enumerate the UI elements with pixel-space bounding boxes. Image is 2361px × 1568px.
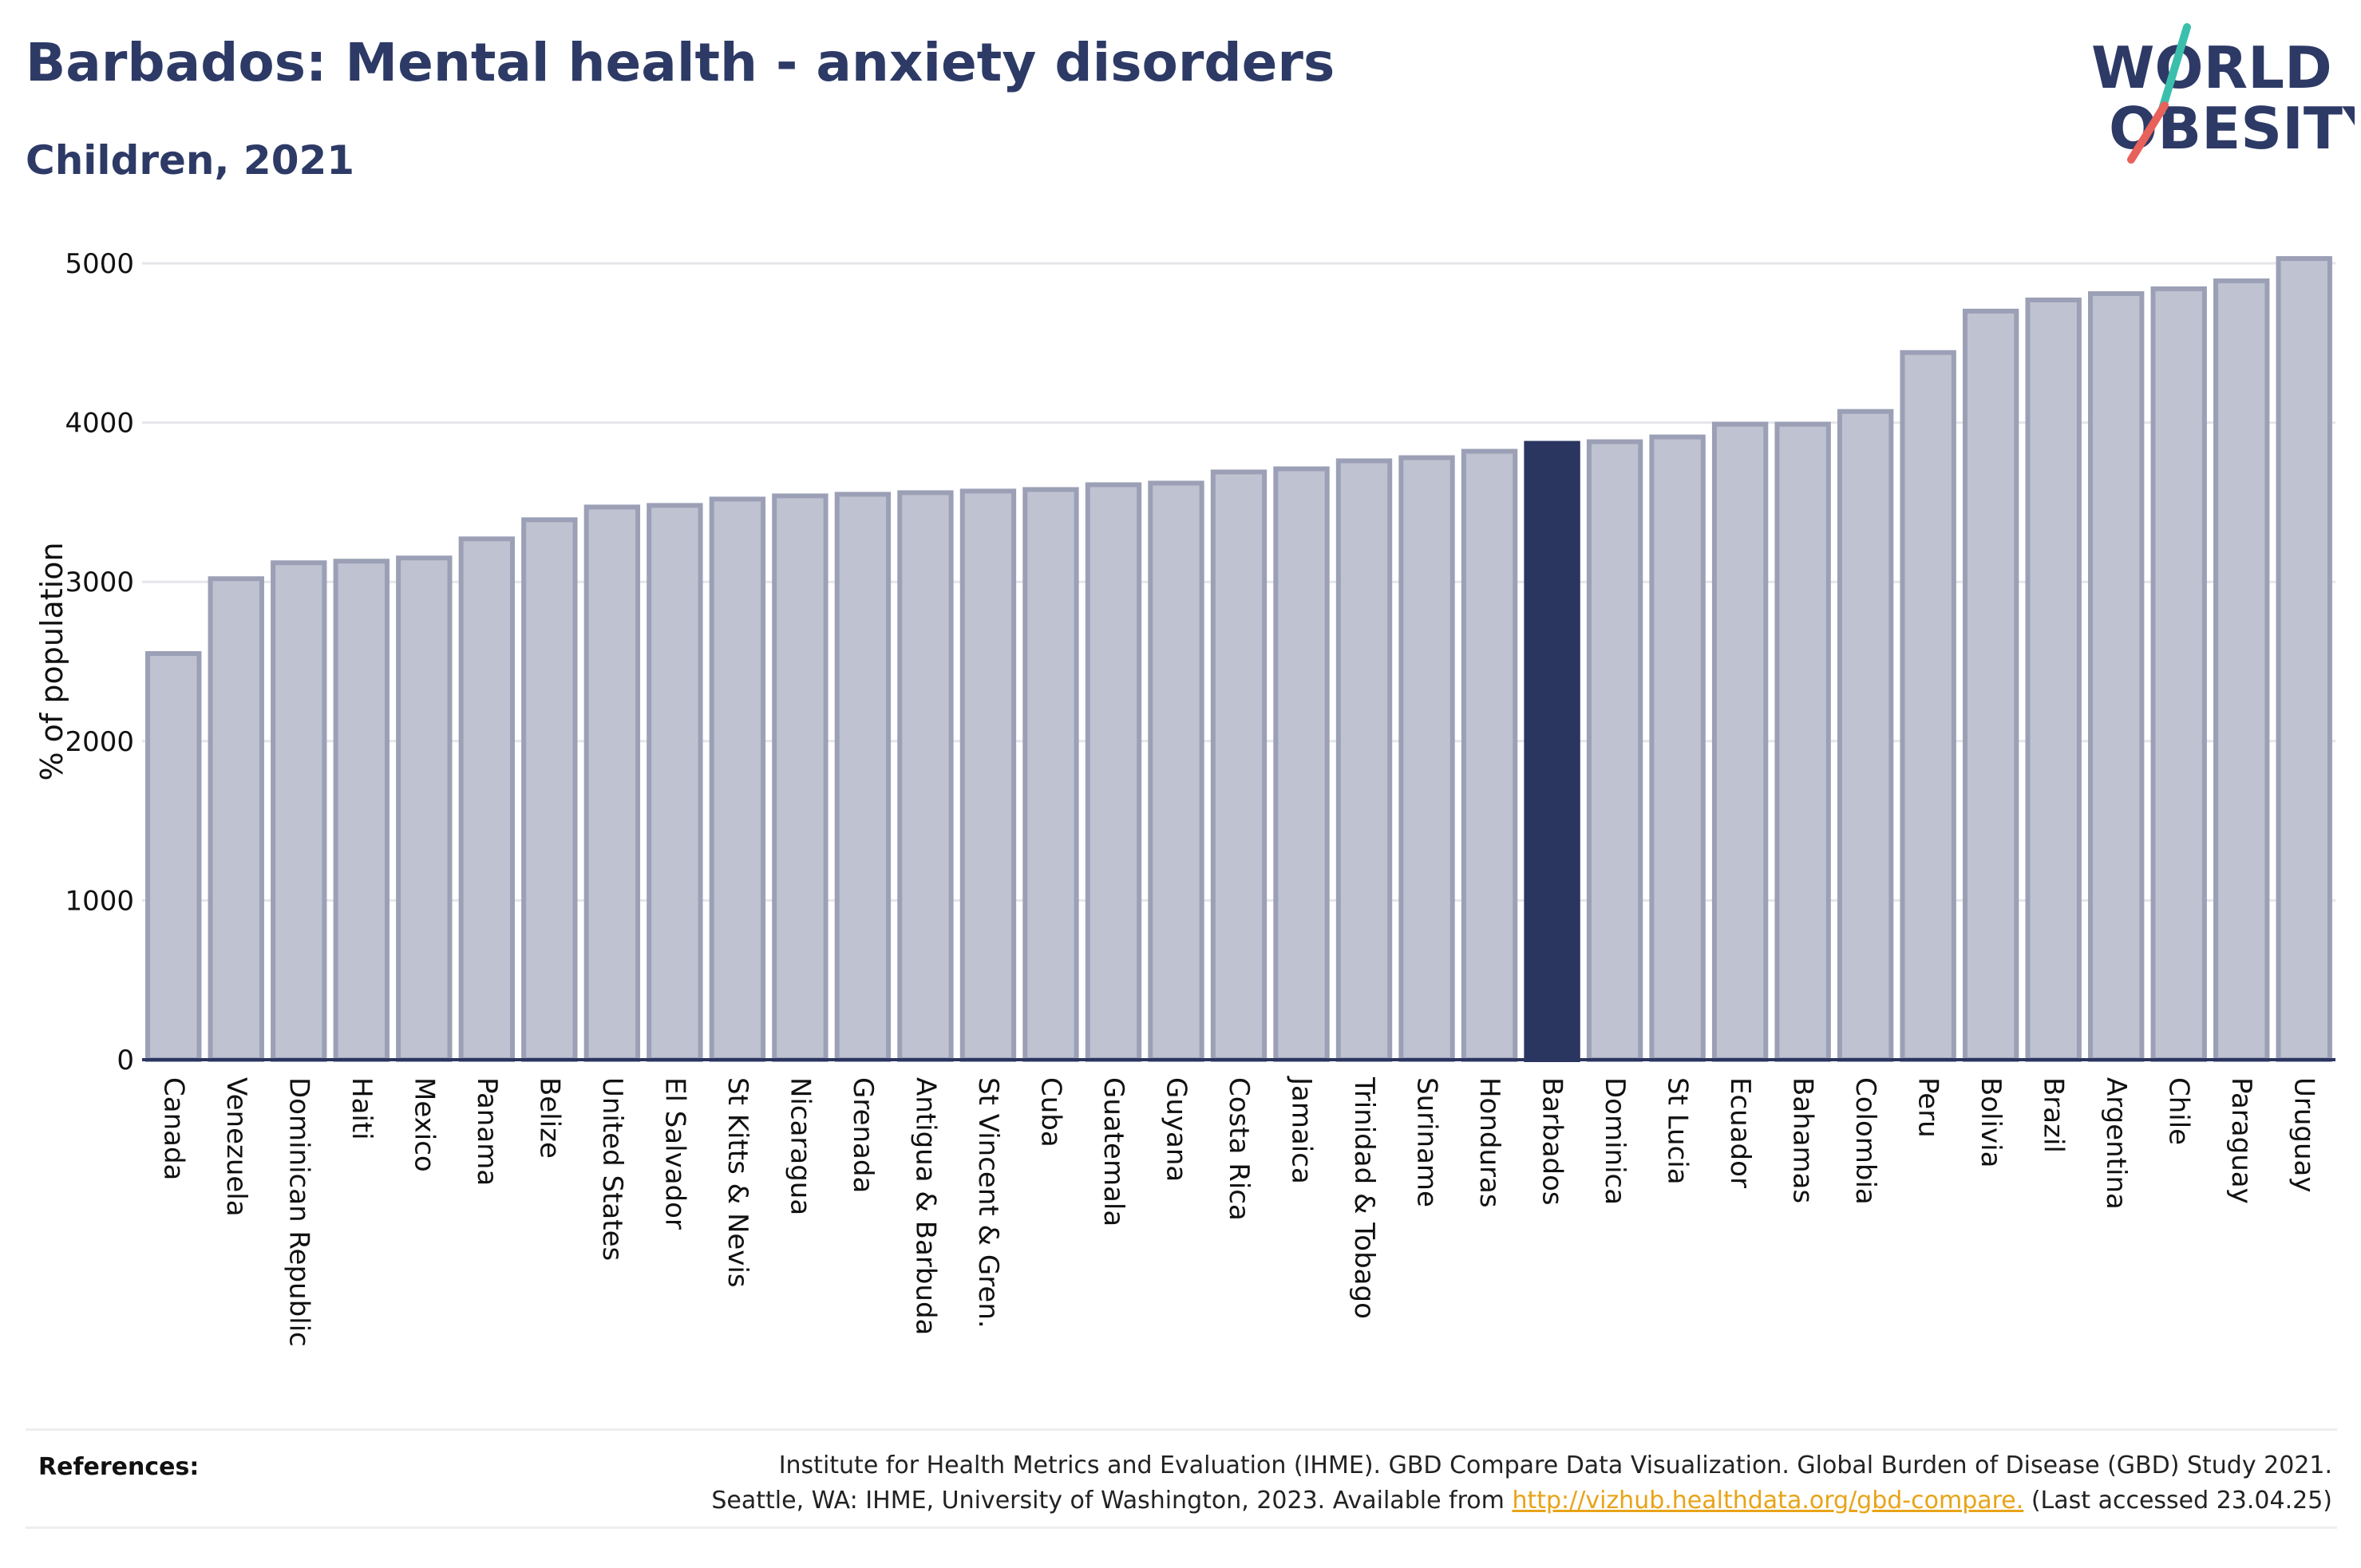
bar-guatemala — [1085, 482, 1142, 1062]
bar-el-salvador — [647, 503, 703, 1062]
bar-honduras — [1461, 448, 1518, 1062]
bar-paraguay — [2213, 278, 2270, 1062]
bar-haiti — [333, 559, 390, 1062]
x-tick-label: Uruguay — [2288, 1077, 2320, 1193]
x-tick-label: St Lucia — [1662, 1077, 1694, 1185]
bar-chile — [2150, 286, 2207, 1063]
x-tick-label: El Salvador — [658, 1077, 690, 1230]
bar-cuba — [1022, 487, 1079, 1062]
x-tick-label: Jamaica — [1286, 1076, 1318, 1184]
bar-st-lucia — [1649, 434, 1706, 1062]
bar-dominican-republic — [271, 560, 327, 1062]
x-tick-label: Dominican Republic — [283, 1077, 314, 1347]
y-tick-label: 3000 — [65, 567, 134, 598]
reference-line-1: Institute for Health Metrics and Evaluat… — [778, 1451, 2332, 1479]
bar-suriname — [1398, 455, 1455, 1062]
reference-line-2-prefix: Seattle, WA: IHME, University of Washing… — [711, 1486, 1505, 1515]
x-tick-label: Brazil — [2038, 1077, 2070, 1153]
logo-word-world: WORLD — [2091, 34, 2332, 101]
bar-canada — [145, 651, 202, 1063]
bar-nicaragua — [772, 493, 829, 1062]
x-tick-label: Nicaragua — [784, 1077, 816, 1215]
bar-trinidad-tobago — [1335, 458, 1393, 1062]
x-tick-label: Trinidad & Tobago — [1348, 1076, 1380, 1319]
world-obesity-logo: WORLD OBESITY — [2091, 23, 2355, 164]
x-tick-label: Costa Rica — [1223, 1077, 1255, 1221]
x-tick-label: St Vincent & Gren. — [972, 1077, 1004, 1329]
x-tick-label: Paraguay — [2225, 1077, 2257, 1204]
x-tick-label: Canada — [157, 1077, 189, 1180]
logo-slash-red — [2127, 101, 2169, 164]
bar-jamaica — [1273, 466, 1330, 1062]
x-tick-label: Antigua & Barbuda — [909, 1077, 941, 1335]
references-footer: References: Institute for Health Metrics… — [26, 1428, 2337, 1529]
references-text: Institute for Health Metrics and Evaluat… — [496, 1448, 2332, 1518]
bar-dominica — [1586, 439, 1643, 1062]
bar-colombia — [1837, 409, 1894, 1062]
bar-barbados — [1524, 440, 1580, 1062]
x-tick-label: Argentina — [2100, 1077, 2132, 1210]
bar-chart: 0 1000 2000 3000 4000 5000 Canada Venezuela Dom… — [34, 248, 2335, 1347]
x-tick-label: Haiti — [346, 1077, 378, 1140]
bar-bolivia — [1962, 308, 2019, 1062]
y-tick-label: 2000 — [65, 726, 134, 758]
x-tick-label: Cuba — [1034, 1077, 1066, 1147]
y-tick-label: 5000 — [65, 248, 134, 280]
x-tick-label: United States — [596, 1077, 628, 1261]
x-tick-label: St Kitts & Nevis — [722, 1077, 753, 1288]
x-tick-label: Guatemala — [1097, 1077, 1129, 1226]
bar-belize — [521, 517, 578, 1062]
bar-brazil — [2025, 297, 2082, 1062]
bar-mexico — [396, 555, 453, 1062]
y-tick-label: 0 — [117, 1045, 134, 1076]
page-subtitle: Children, 2021 — [26, 137, 355, 184]
y-axis-title: % of population — [34, 542, 69, 780]
x-tick-label: Barbados — [1536, 1077, 1568, 1206]
x-tick-label: Chile — [2163, 1077, 2195, 1145]
bar-costa-rica — [1210, 469, 1268, 1062]
reference-link[interactable]: http://vizhub.healthdata.org/gbd-compare… — [1512, 1486, 2024, 1515]
x-tick-labels: Canada Venezuela Dominican Republic Haiti Me… — [157, 1076, 2319, 1347]
bar-antigua-barbuda — [897, 490, 954, 1062]
logo-slash-teal — [2157, 23, 2191, 116]
bar-guyana — [1148, 480, 1204, 1062]
bar-peru — [1900, 350, 1956, 1062]
bar-bahamas — [1774, 421, 1831, 1062]
x-tick-label: Guyana — [1160, 1077, 1192, 1182]
x-tick-label: Ecuador — [1724, 1077, 1756, 1188]
bar-argentina — [2088, 290, 2145, 1062]
bar-st-vincent-gren- — [959, 488, 1017, 1062]
x-tick-label: Panama — [471, 1077, 503, 1186]
x-tick-label: Grenada — [847, 1077, 879, 1193]
y-tick-label: 1000 — [65, 885, 134, 917]
bar-uruguay — [2276, 256, 2332, 1062]
x-tick-label: Colombia — [1849, 1077, 1881, 1205]
bar-ecuador — [1711, 421, 1769, 1062]
bar-venezuela — [208, 576, 264, 1062]
x-tick-label: Suriname — [1411, 1077, 1443, 1207]
x-tick-label: Peru — [1912, 1077, 1944, 1138]
bars — [145, 256, 2332, 1063]
y-tick-labels: 0 1000 2000 3000 4000 5000 — [65, 248, 134, 1076]
bar-united-states — [583, 504, 641, 1062]
page-title: Barbados: Mental health - anxiety disord… — [26, 32, 1335, 93]
x-tick-label: Bahamas — [1787, 1077, 1819, 1203]
x-tick-label: Bolivia — [1975, 1077, 2007, 1167]
bar-grenada — [834, 492, 892, 1062]
x-tick-label: Belize — [533, 1077, 565, 1159]
x-tick-label: Mexico — [408, 1077, 440, 1172]
reference-line-2: Seattle, WA: IHME, University of Washing… — [496, 1483, 2332, 1519]
x-tick-label: Venezuela — [220, 1077, 252, 1217]
y-tick-label: 4000 — [65, 408, 134, 440]
references-label: References: — [38, 1453, 200, 1481]
bar-st-kitts-nevis — [709, 496, 766, 1062]
reference-line-2-suffix: (Last accessed 23.04.25) — [2031, 1486, 2332, 1515]
x-tick-label: Honduras — [1473, 1077, 1505, 1208]
x-tick-label: Dominica — [1599, 1077, 1631, 1205]
bar-panama — [458, 536, 516, 1062]
